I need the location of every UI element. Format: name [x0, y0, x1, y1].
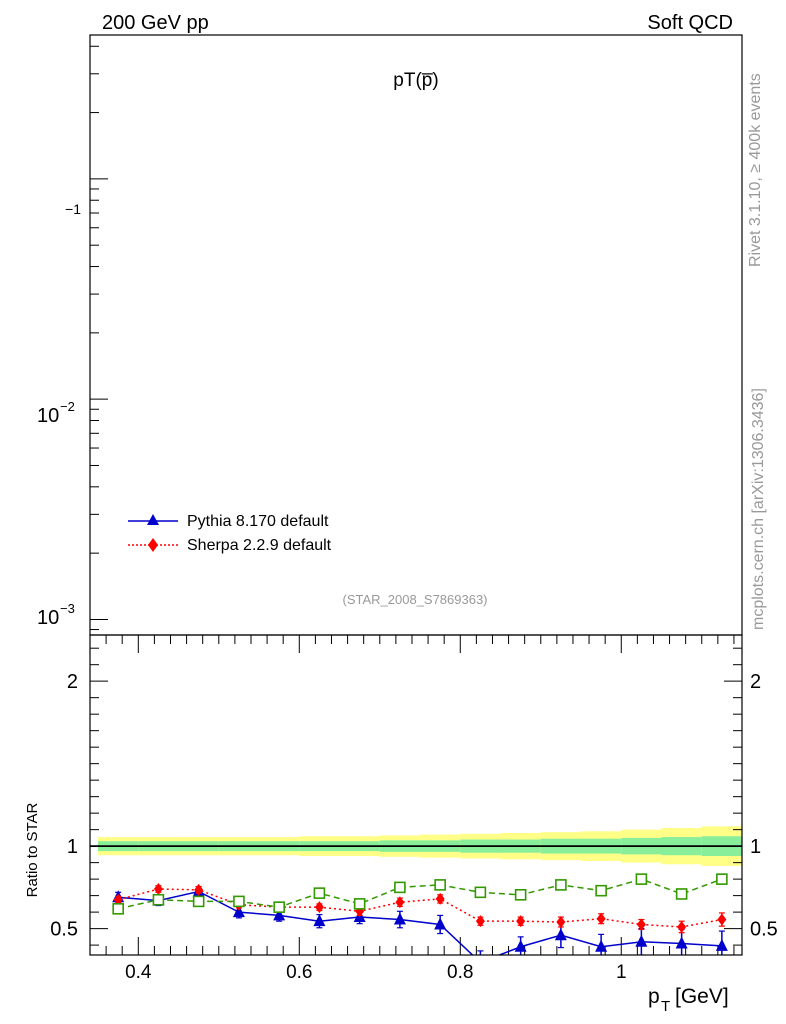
- data-point: [313, 887, 326, 899]
- data-point: [192, 895, 205, 908]
- ytick-label-1e-3-exp: −3: [60, 601, 75, 616]
- data-point: [516, 915, 526, 928]
- ratio-frame: [89, 634, 743, 956]
- data-point: [635, 873, 648, 885]
- legend-label-sherpa: Sherpa 2.2.9 default: [187, 537, 332, 554]
- header-right: Soft QCD: [647, 12, 733, 34]
- data-point: [232, 905, 245, 918]
- data-point: [555, 879, 567, 891]
- header-left: 200 GeV pp: [102, 12, 209, 34]
- data-point: [394, 881, 406, 894]
- analysis-watermark: (STAR_2008_S7869363): [342, 592, 487, 607]
- legend-marker-sherpa: [148, 538, 158, 552]
- data-point: [273, 901, 285, 913]
- data-point: [475, 915, 485, 928]
- data-point: [313, 914, 326, 927]
- ytick-label-1e-2-base: 10: [37, 405, 59, 427]
- data-point: [194, 883, 204, 896]
- x-tick-label: 1: [616, 962, 627, 983]
- data-point: [435, 892, 445, 905]
- ratio-ticks: 0.4 0.6 0.8 1 0.5 0.5 1 1 2 2: [50, 635, 778, 983]
- mcplots-label: mcplots.cern.ch [arXiv:1306.3436]: [750, 388, 767, 630]
- data-point: [554, 928, 567, 941]
- y-tick-label-left: 1: [67, 836, 78, 858]
- data-point: [514, 888, 527, 901]
- y-tick-label-right: 2: [750, 671, 761, 693]
- data-point: [596, 912, 606, 925]
- data-point: [474, 955, 486, 967]
- data-point: [153, 883, 163, 896]
- data-point: [636, 918, 646, 931]
- ratio-panel: 0.4 0.6 0.8 1 0.5 0.5 1 1 2 2 Ratio to STAR p T […: [24, 634, 778, 1015]
- x-tick-label: 0.4: [125, 962, 152, 983]
- y-tick-label-right: 0.5: [750, 919, 778, 941]
- data-point: [395, 896, 405, 909]
- data-point: [595, 939, 608, 952]
- data-point: [314, 901, 324, 914]
- data-point: [152, 893, 165, 906]
- data-point: [675, 888, 688, 900]
- data-point: [514, 939, 527, 952]
- rivet-label: Rivet 3.1.10, ≥ 400k events: [747, 73, 764, 267]
- data-point: [112, 903, 124, 915]
- xlabel-main: p: [648, 985, 660, 1008]
- series-group: [112, 873, 728, 967]
- data-point: [113, 893, 123, 906]
- xlabel-unit: [GeV]: [675, 985, 729, 1008]
- data-point: [233, 895, 245, 908]
- legend: Pythia 8.170 default Sherpa 2.2.9 defaul…: [128, 513, 332, 554]
- ratio-bands: [90, 826, 742, 866]
- ytick-label-minus1: −1: [65, 201, 81, 217]
- data-point: [635, 934, 648, 947]
- legend-marker-pythia: [147, 514, 159, 525]
- ratio-ylabel: Ratio to STAR: [24, 802, 41, 897]
- data-point: [677, 920, 687, 933]
- legend-label-pythia: Pythia 8.170 default: [187, 513, 329, 530]
- data-point: [675, 936, 688, 949]
- y-tick-label-left: 0.5: [50, 919, 78, 941]
- data-point: [434, 879, 446, 891]
- data-point: [273, 908, 286, 921]
- y-tick-label-right: 1: [750, 836, 761, 858]
- data-point: [353, 898, 366, 910]
- main-title: pT(p̅): [393, 70, 438, 91]
- ratio-series: [112, 873, 728, 967]
- ytick-label-1e-3-base: 10: [37, 607, 59, 629]
- x-tick-label: 0.6: [286, 962, 312, 983]
- main-panel: pT(p̅) −1 10 −2 10 −3 Pythia 8.170 defau…: [37, 34, 743, 636]
- data-point: [434, 917, 447, 930]
- data-point: [474, 886, 487, 899]
- data-point: [716, 873, 728, 885]
- data-point: [595, 884, 607, 897]
- data-point: [717, 913, 727, 926]
- data-point: [715, 938, 728, 951]
- y-tick-label-left: 2: [67, 671, 78, 693]
- data-point: [556, 916, 566, 929]
- series-line-2: [118, 878, 723, 910]
- ytick-label-1e-2-exp: −2: [60, 399, 75, 414]
- xlabel-sub: T: [661, 998, 670, 1015]
- x-tick-label: 0.8: [447, 962, 473, 983]
- data-point: [393, 912, 406, 925]
- main-y-ticks: [90, 45, 108, 631]
